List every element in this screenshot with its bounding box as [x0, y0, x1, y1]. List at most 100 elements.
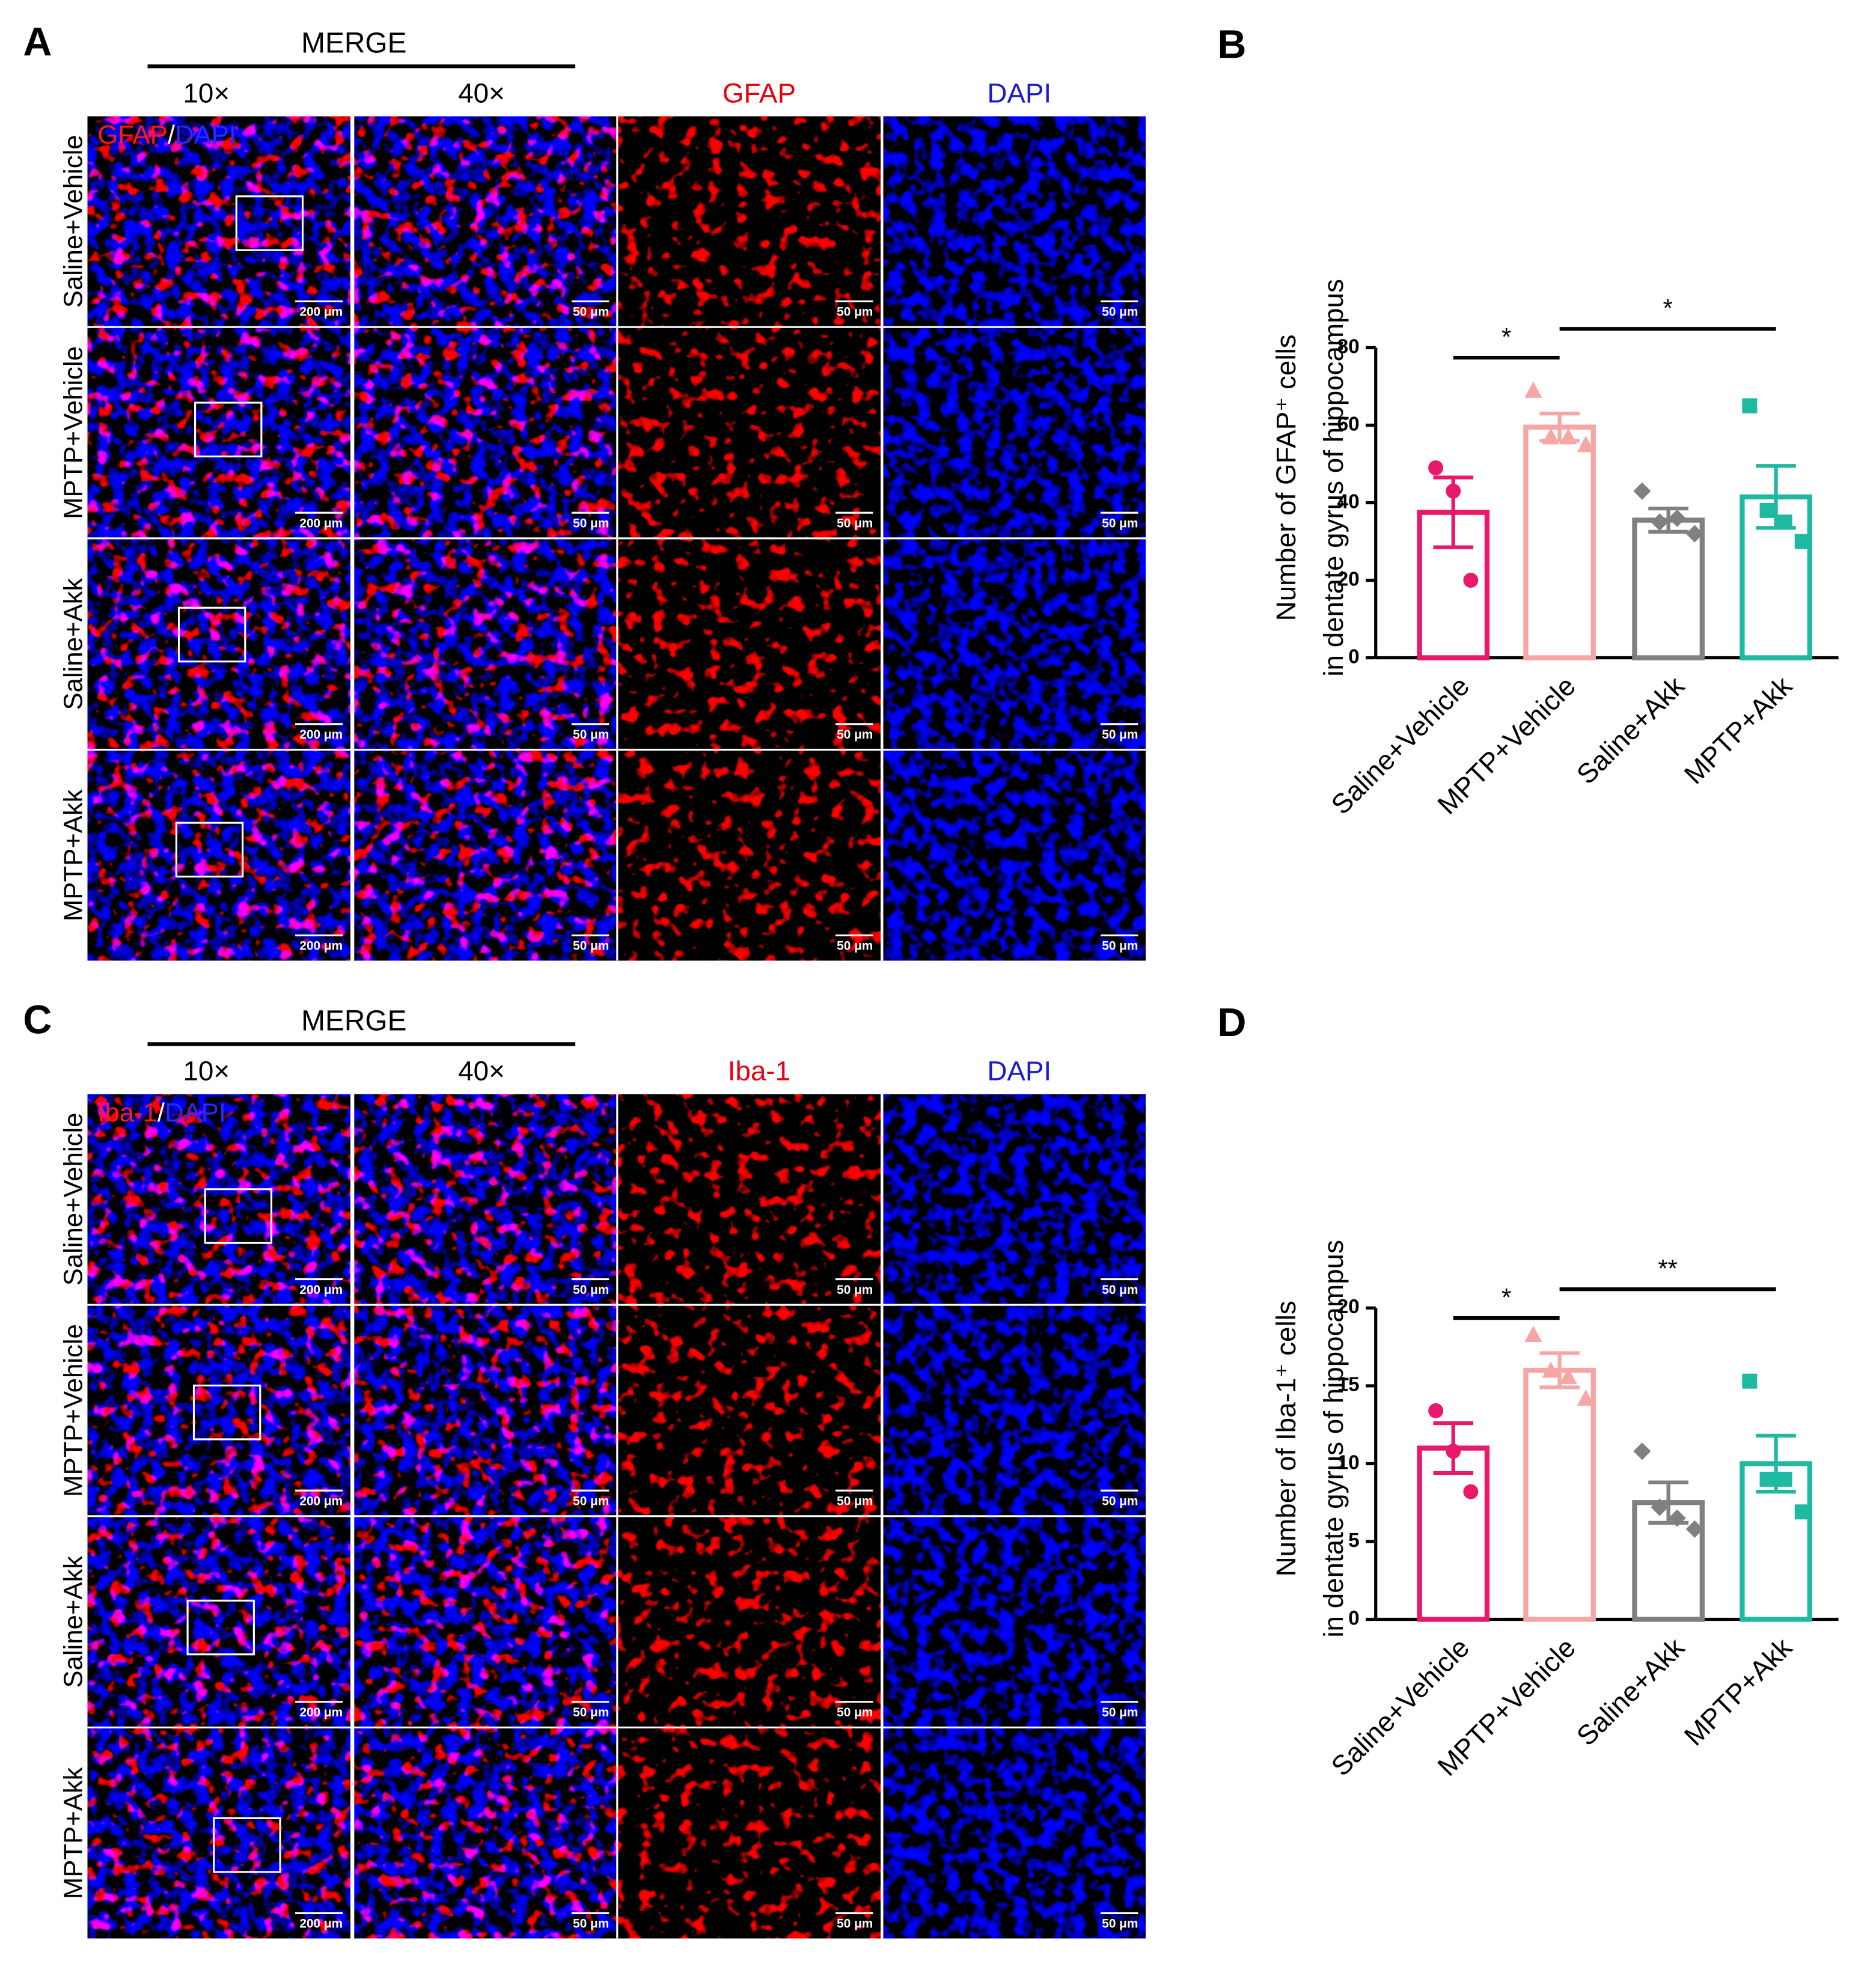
- significance-label: **: [1658, 1254, 1677, 1282]
- bar: [1523, 1367, 1596, 1622]
- inset-box: [192, 1384, 261, 1441]
- micrograph: [353, 1094, 617, 1305]
- data-point: [1633, 1442, 1651, 1460]
- inset-box: [194, 401, 263, 458]
- channel-overlay-label: GFAP/DAPI: [97, 120, 236, 149]
- y-tick-label: 5: [1348, 1529, 1360, 1552]
- column-header: DAPI: [987, 78, 1051, 108]
- significance-label: *: [1502, 323, 1511, 351]
- x-tick-label: Saline+Akk: [1571, 671, 1690, 790]
- data-point: [1559, 1367, 1577, 1384]
- x-tick-label: Saline+Akk: [1571, 1632, 1690, 1752]
- micrograph: [353, 328, 617, 538]
- inset-box: [204, 1188, 273, 1244]
- micrograph: [882, 1305, 1146, 1516]
- micrograph: [882, 1728, 1146, 1939]
- data-point: [1742, 398, 1758, 413]
- data-point: [1463, 573, 1479, 588]
- micrograph: [617, 1728, 881, 1939]
- micrograph: [617, 538, 881, 749]
- bar: [1523, 424, 1596, 660]
- error-bar: [1648, 1480, 1688, 1525]
- data-point: [1542, 1361, 1560, 1378]
- micrograph: [353, 116, 617, 327]
- y-tick-label: 10: [1337, 1451, 1360, 1474]
- scale-bar-label: 50 μm: [837, 1494, 873, 1508]
- y-axis-label: Number of Iba-1⁺ cells: [1271, 1301, 1301, 1576]
- bar: [1632, 517, 1705, 660]
- scale-bar-label: 50 μm: [1102, 305, 1138, 319]
- scale-bar-label: 200 μm: [299, 1283, 343, 1297]
- scale-bar-label: 200 μm: [299, 1917, 343, 1931]
- y-tick-label: 60: [1337, 413, 1360, 435]
- y-tick-label: 15: [1337, 1374, 1360, 1396]
- data-point: [1524, 381, 1542, 398]
- overlay-part: DAPI: [165, 1097, 226, 1127]
- column-header: 40×: [458, 78, 505, 108]
- micrograph: [882, 116, 1146, 327]
- micrograph: [87, 1094, 350, 1305]
- micrograph: [882, 328, 1146, 538]
- data-point: [1794, 534, 1810, 549]
- micrograph: [87, 1728, 350, 1939]
- micrograph: [353, 1728, 617, 1939]
- bar: [1417, 1445, 1490, 1622]
- data-point: [1742, 1373, 1758, 1389]
- row-label: Saline+Vehicle: [58, 1112, 88, 1285]
- micrograph: [617, 328, 881, 538]
- y-axis-label: in dentate gyrus of hippocampus: [1318, 279, 1349, 676]
- data-point: [1463, 1484, 1479, 1499]
- micrograph: [882, 1516, 1146, 1727]
- channel-overlay-label: Iba-1/DAPI: [97, 1097, 226, 1127]
- scale-bar-label: 50 μm: [1102, 728, 1138, 742]
- data-point: [1577, 436, 1595, 453]
- scale-bar-label: 50 μm: [1102, 1706, 1138, 1719]
- micrograph: [87, 1305, 350, 1516]
- panel-label: A: [23, 20, 52, 65]
- scale-bar-label: 50 μm: [1102, 1494, 1138, 1508]
- scale-bar-label: 50 μm: [573, 1917, 609, 1931]
- x-tick-label: MPTP+Akk: [1678, 671, 1798, 790]
- row-label: MPTP+Vehicle: [58, 346, 88, 519]
- micrograph: [882, 750, 1146, 961]
- overlay-part: DAPI: [175, 120, 236, 149]
- scale-bar-label: 50 μm: [573, 728, 609, 742]
- y-tick-label: 0: [1348, 645, 1360, 668]
- panel-label: D: [1217, 1001, 1246, 1045]
- scale-bar-label: 50 μm: [1102, 1283, 1138, 1297]
- scale-bar-label: 50 μm: [573, 1494, 609, 1508]
- column-header: 10×: [183, 78, 230, 108]
- data-point: [1777, 514, 1792, 530]
- micrograph: [87, 328, 350, 538]
- scale-bar-label: 200 μm: [299, 1494, 343, 1508]
- micrograph: [87, 116, 350, 327]
- overlay-part: GFAP: [97, 120, 168, 149]
- micrograph: [617, 116, 881, 327]
- x-tick-label: MPTP+Akk: [1678, 1632, 1798, 1752]
- significance-label: *: [1663, 294, 1672, 322]
- row-label: MPTP+Akk: [58, 789, 88, 921]
- inset-box: [186, 1599, 255, 1656]
- column-group-header: MERGE: [301, 1005, 406, 1037]
- micrograph: [617, 750, 881, 961]
- data-point: [1428, 1403, 1444, 1418]
- significance-label: *: [1502, 1283, 1511, 1311]
- column-header: 10×: [183, 1055, 230, 1086]
- scale-bar-label: 200 μm: [299, 939, 343, 953]
- scale-bar-label: 50 μm: [837, 1706, 873, 1719]
- column-header: GFAP: [723, 78, 796, 108]
- y-tick-label: 80: [1337, 335, 1360, 358]
- overlay-part: /: [157, 1097, 165, 1127]
- micrograph: [87, 750, 350, 961]
- error-bar: [1756, 1433, 1796, 1494]
- panel-label: C: [23, 998, 52, 1043]
- scale-bar-label: 50 μm: [837, 1283, 873, 1297]
- y-tick-label: 20: [1337, 1296, 1360, 1318]
- column-header: DAPI: [987, 1055, 1051, 1086]
- y-tick-label: 0: [1348, 1607, 1360, 1629]
- micrograph: [87, 1516, 350, 1727]
- column-header: Iba-1: [728, 1055, 790, 1086]
- micrograph: [617, 1094, 881, 1305]
